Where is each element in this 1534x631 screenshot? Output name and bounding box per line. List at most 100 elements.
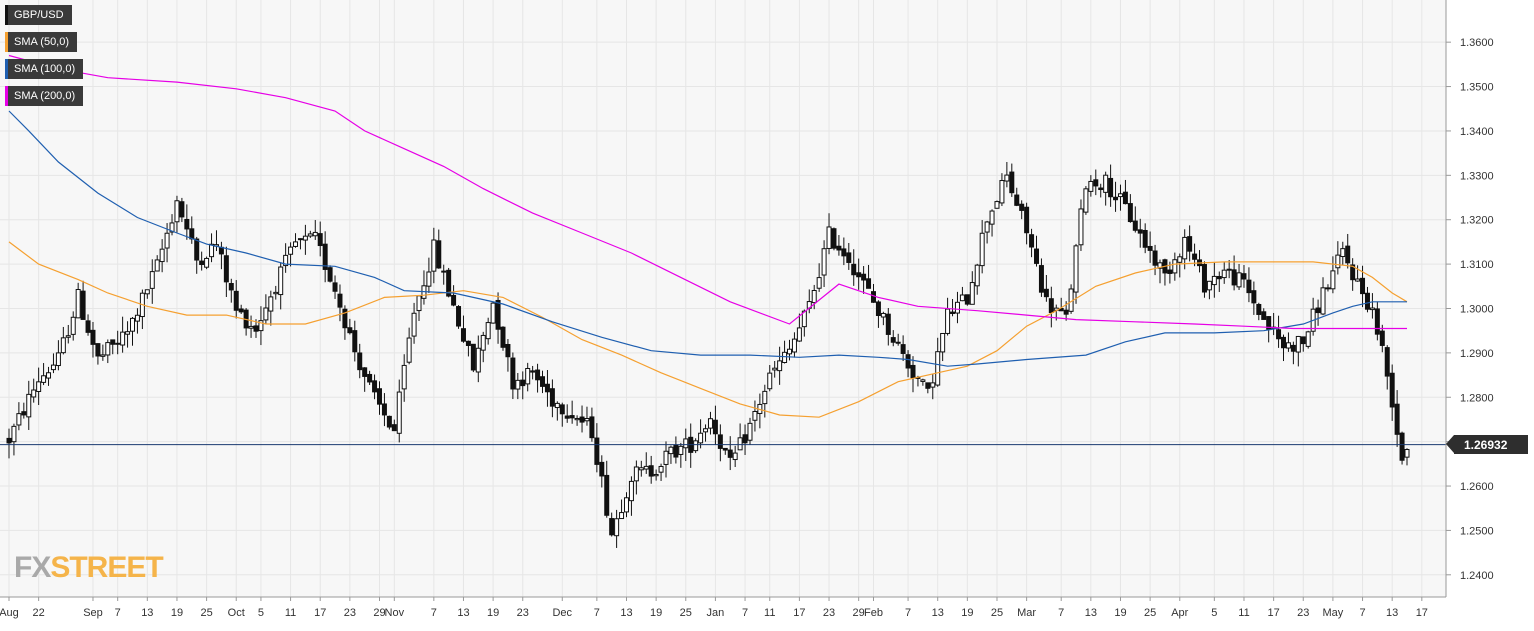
candle	[1137, 218, 1143, 248]
candle	[1335, 241, 1341, 275]
candle	[357, 343, 363, 379]
candle-body-bullish	[623, 497, 629, 513]
candle-body-bullish	[1355, 278, 1361, 282]
candle-body-bullish	[791, 338, 797, 353]
candle	[752, 400, 758, 432]
legend-item-sma-50[interactable]: SMA (50,0)	[5, 32, 78, 52]
candle-body-bearish	[1345, 245, 1351, 264]
candle	[441, 264, 447, 285]
candle	[648, 455, 654, 484]
candle	[1108, 164, 1114, 207]
candle	[836, 235, 842, 256]
candle-body-bearish	[1281, 336, 1287, 349]
candle-body-bearish	[510, 357, 516, 390]
x-tick-label: 29	[373, 607, 385, 619]
x-tick-label: Aug	[0, 607, 19, 619]
legend-item-sma-200[interactable]: SMA (200,0)	[5, 86, 84, 106]
candle-body-bullish	[144, 289, 150, 295]
candle	[668, 445, 674, 464]
candle	[228, 278, 234, 303]
candle	[1360, 265, 1366, 308]
candle	[391, 419, 397, 432]
candle	[782, 340, 788, 364]
candle	[584, 406, 590, 426]
candle-body-bullish	[732, 452, 738, 461]
candle	[1251, 281, 1257, 315]
candle-body-bearish	[95, 343, 101, 357]
candle	[90, 321, 96, 358]
candle	[159, 239, 165, 273]
candle	[1340, 241, 1346, 265]
legend-item-sma-100[interactable]: SMA (100,0)	[5, 59, 84, 79]
candle-body-bullish	[70, 316, 76, 335]
candle-body-bearish	[223, 255, 229, 283]
legend-item-gbpusd[interactable]: GBP/USD	[5, 5, 72, 25]
candle-body-bearish	[1127, 203, 1133, 223]
candle-body-bullish	[703, 428, 709, 433]
candle	[1276, 315, 1282, 348]
candle-body-bearish	[866, 278, 872, 289]
candle-body-bearish	[115, 342, 121, 345]
candle	[174, 195, 180, 233]
candle	[1285, 332, 1291, 352]
x-tick-label: 23	[823, 607, 835, 619]
candle	[372, 374, 378, 400]
candle-body-bullish	[1335, 254, 1341, 269]
candle	[767, 365, 773, 392]
x-tick-label: 22	[33, 607, 45, 619]
candle-body-bearish	[1394, 403, 1400, 435]
candle-body-bullish	[297, 238, 303, 241]
x-tick-label: 19	[487, 607, 499, 619]
candle-body-bullish	[258, 320, 264, 332]
x-tick-label: 7	[594, 607, 600, 619]
candle-body-bearish	[742, 434, 748, 444]
candle	[1261, 308, 1267, 320]
candle	[406, 327, 412, 365]
candle	[826, 213, 832, 255]
candle-body-bearish	[1048, 298, 1054, 314]
candle-body-bearish	[875, 301, 881, 317]
candle	[1281, 334, 1287, 362]
candle	[199, 251, 205, 271]
candle-body-bearish	[712, 419, 718, 435]
candle-body-bullish	[1088, 180, 1094, 192]
candle-body-bullish	[1004, 174, 1010, 182]
candle	[549, 379, 555, 418]
candle-body-bearish	[900, 344, 906, 354]
candle-body-bullish	[935, 351, 941, 386]
candle-body-bearish	[352, 330, 358, 353]
candle	[297, 238, 303, 250]
y-tick-label: 1.2400	[1460, 570, 1494, 582]
candle	[1038, 258, 1044, 297]
candle	[1187, 225, 1193, 262]
candle	[1142, 223, 1148, 254]
candle	[1369, 293, 1375, 319]
candle	[717, 424, 723, 462]
candle	[722, 447, 728, 455]
candle	[974, 263, 980, 295]
candle-body-bearish	[495, 299, 501, 330]
candle	[1201, 261, 1207, 298]
candle	[411, 302, 417, 344]
legend-swatch	[5, 32, 8, 52]
candle	[1157, 259, 1163, 284]
x-tick-label: 17	[1267, 607, 1279, 619]
candle	[910, 356, 916, 393]
candle-body-bullish	[1177, 256, 1183, 263]
candle	[342, 305, 348, 340]
candle	[964, 294, 970, 306]
candle-body-bearish	[599, 461, 605, 477]
candle-body-bullish	[268, 296, 274, 312]
candle	[609, 512, 615, 537]
candle	[288, 242, 294, 267]
candle-body-bullish	[920, 379, 926, 382]
legend-label: SMA (100,0)	[14, 63, 76, 75]
candle-body-bullish	[707, 418, 713, 429]
candle-body-bullish	[31, 389, 37, 398]
candle	[861, 266, 867, 294]
candle	[500, 326, 506, 351]
candle	[1034, 235, 1040, 267]
y-tick-label: 1.3200	[1460, 215, 1494, 227]
candle	[1266, 316, 1272, 343]
candle-body-bearish	[673, 444, 679, 458]
